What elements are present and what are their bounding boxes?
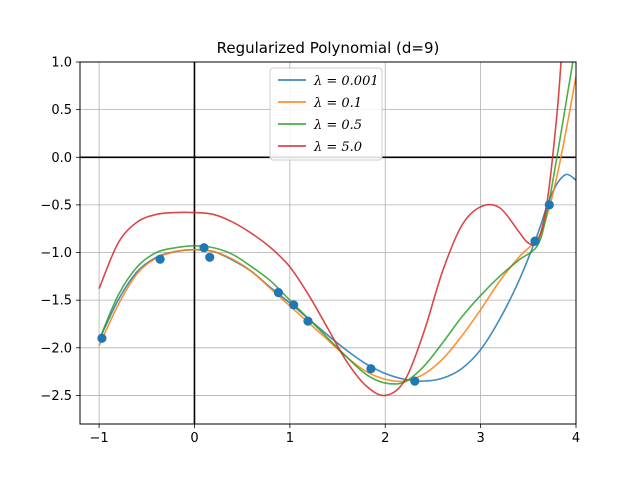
x-tick-label: 0 [190, 431, 198, 446]
y-tick-label: −2.5 [40, 389, 72, 404]
x-tick-label: 3 [476, 431, 484, 446]
legend: λ = 0.001 λ = 0.1 λ = 0.5 λ = 5.0 [269, 67, 383, 161]
data-point [303, 316, 313, 326]
y-tick-label: 0.5 [51, 103, 72, 118]
data-point [273, 287, 283, 298]
chart-title: Regularized Polynomial (d=9) [217, 39, 440, 57]
data-points [97, 200, 554, 386]
series-line-3 [98, 62, 562, 397]
series-line-2 [98, 62, 574, 385]
y-tick-label: −2.0 [40, 341, 72, 356]
legend-box [269, 67, 383, 161]
legend-label-2: λ = 0.5 [313, 118, 362, 133]
data-point [205, 252, 215, 262]
legend-label-3: λ = 5.0 [313, 140, 362, 155]
y-tick-label: 1.0 [51, 56, 72, 71]
data-point [366, 364, 376, 374]
series-lines [98, 62, 576, 397]
series-line-1 [98, 76, 576, 383]
data-point [289, 300, 299, 310]
x-tick-label: 1 [286, 431, 294, 446]
data-point [155, 254, 165, 264]
axis-ticks: −1 0 1 2 3 4 −2.5 −2.0 −1.5 −1.0 −0.5 0.0 0.5 1.0 [40, 56, 580, 447]
legend-label-1: λ = 0.1 [313, 96, 362, 111]
data-point [530, 236, 540, 246]
x-tick-label: 2 [381, 431, 389, 446]
y-tick-label: −1.0 [40, 246, 72, 261]
y-tick-label: −0.5 [40, 198, 72, 213]
y-tick-label: 0.0 [51, 151, 72, 166]
data-point [199, 243, 209, 253]
plot-frame [79, 61, 577, 425]
legend-label-0: λ = 0.001 [313, 74, 379, 89]
data-point [544, 200, 554, 210]
data-point [97, 333, 107, 343]
y-tick-label: −1.5 [40, 294, 72, 309]
data-point [410, 376, 420, 386]
x-tick-label: −1 [89, 431, 108, 446]
x-tick-label: 4 [572, 431, 580, 446]
